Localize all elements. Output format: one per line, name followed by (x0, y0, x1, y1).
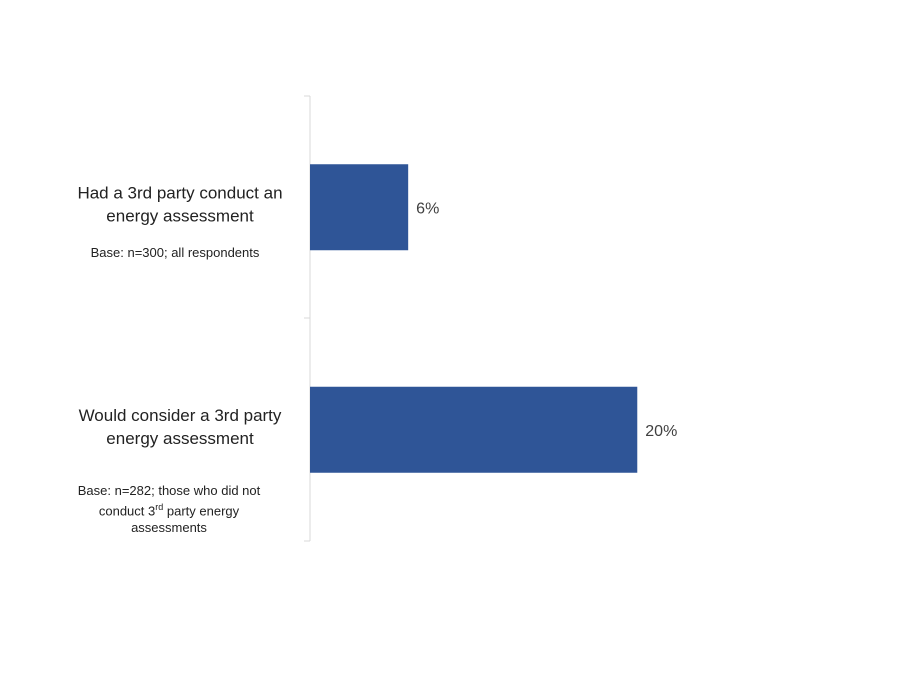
base-note: Base: n=282; those who did not conduct 3… (62, 482, 276, 536)
base-note-text: Base: n=282; those who did not conduct 3 (77, 483, 261, 519)
bar (310, 386, 638, 473)
category-label: energy assessment (106, 206, 254, 225)
bar (310, 164, 409, 251)
category-label: Had a 3rd party conduct an (77, 183, 282, 202)
data-label: 20% (645, 423, 677, 440)
data-label: 6% (416, 200, 439, 217)
base-note-text: party energy assessments (131, 503, 240, 536)
base-note: Base: n=300; all respondents (70, 244, 280, 261)
category-label: Would consider a 3rd party (79, 406, 282, 425)
category-label: energy assessment (106, 429, 254, 448)
base-note-superscript: rd (155, 502, 164, 512)
base-note-text: Base: n=300; all respondents (90, 245, 260, 260)
